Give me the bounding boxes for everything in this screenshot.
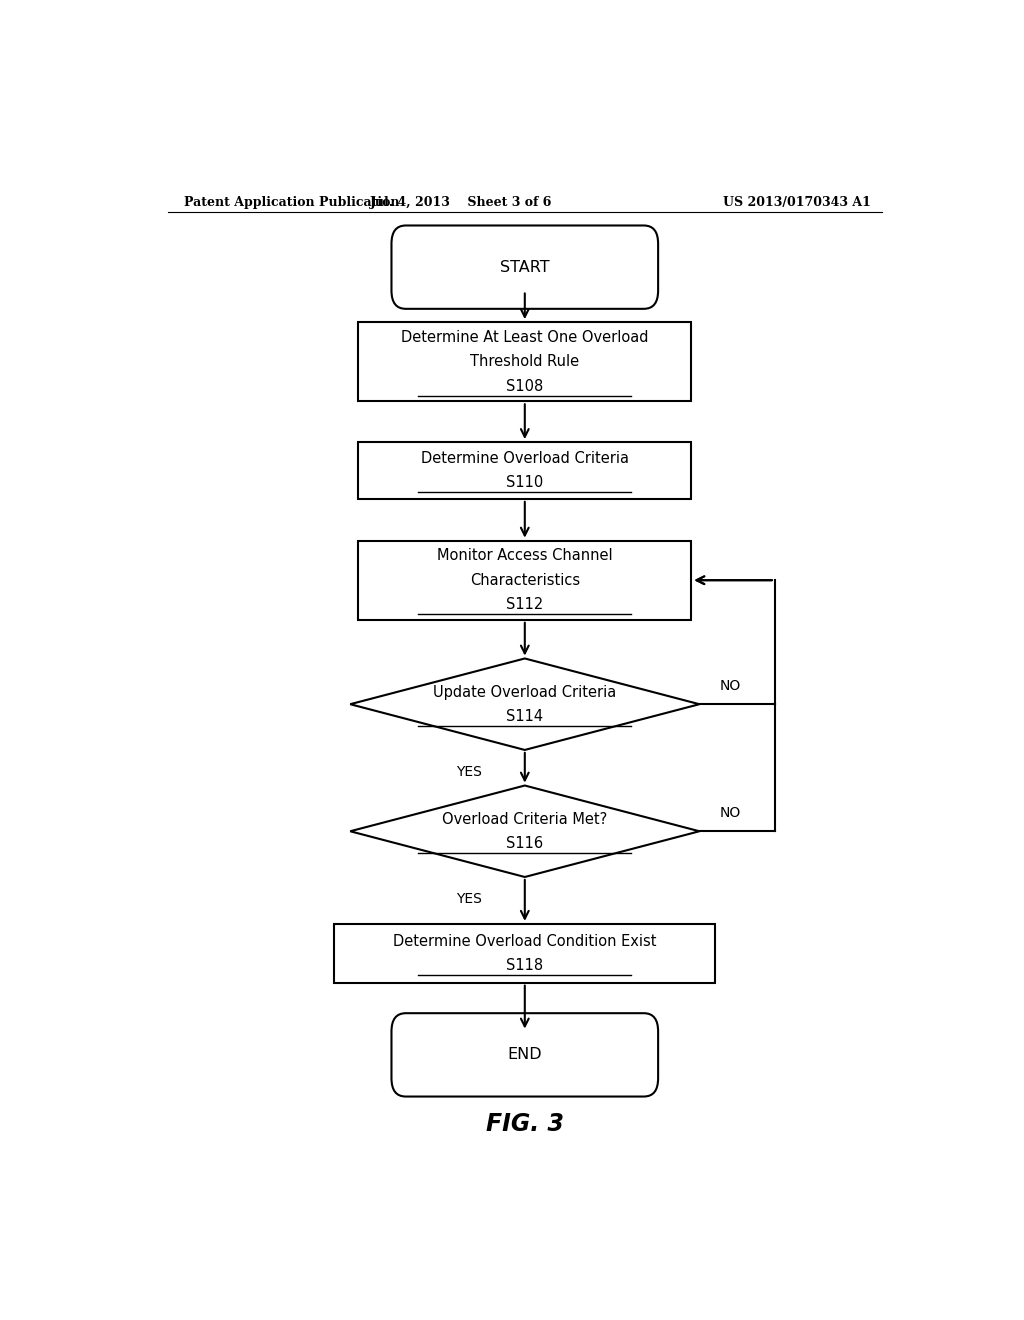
Text: YES: YES (457, 892, 482, 907)
Text: YES: YES (457, 766, 482, 779)
Text: US 2013/0170343 A1: US 2013/0170343 A1 (723, 195, 871, 209)
Text: Determine At Least One Overload: Determine At Least One Overload (401, 330, 648, 345)
Text: Determine Overload Criteria: Determine Overload Criteria (421, 450, 629, 466)
Text: S116: S116 (506, 836, 544, 851)
Text: Monitor Access Channel: Monitor Access Channel (437, 548, 612, 564)
Text: Threshold Rule: Threshold Rule (470, 354, 580, 370)
Polygon shape (350, 659, 699, 750)
Bar (358, 541, 691, 620)
Bar (358, 442, 691, 499)
Bar (334, 924, 715, 982)
Text: Patent Application Publication: Patent Application Publication (183, 195, 399, 209)
Text: S114: S114 (506, 709, 544, 723)
Text: Update Overload Criteria: Update Overload Criteria (433, 685, 616, 700)
Text: Determine Overload Condition Exist: Determine Overload Condition Exist (393, 933, 656, 949)
Text: Jul. 4, 2013    Sheet 3 of 6: Jul. 4, 2013 Sheet 3 of 6 (370, 195, 553, 209)
Text: S110: S110 (506, 475, 544, 490)
Text: NO: NO (719, 807, 740, 820)
Text: S118: S118 (506, 958, 544, 973)
Polygon shape (350, 785, 699, 876)
FancyBboxPatch shape (391, 226, 658, 309)
Bar (358, 322, 691, 401)
Text: Overload Criteria Met?: Overload Criteria Met? (442, 812, 607, 826)
Text: NO: NO (719, 678, 740, 693)
Text: START: START (500, 260, 550, 275)
Text: FIG. 3: FIG. 3 (485, 1111, 564, 1137)
Text: S112: S112 (506, 597, 544, 612)
FancyBboxPatch shape (391, 1014, 658, 1097)
Text: END: END (508, 1047, 542, 1063)
Text: Characteristics: Characteristics (470, 573, 580, 587)
Text: S108: S108 (506, 379, 544, 393)
